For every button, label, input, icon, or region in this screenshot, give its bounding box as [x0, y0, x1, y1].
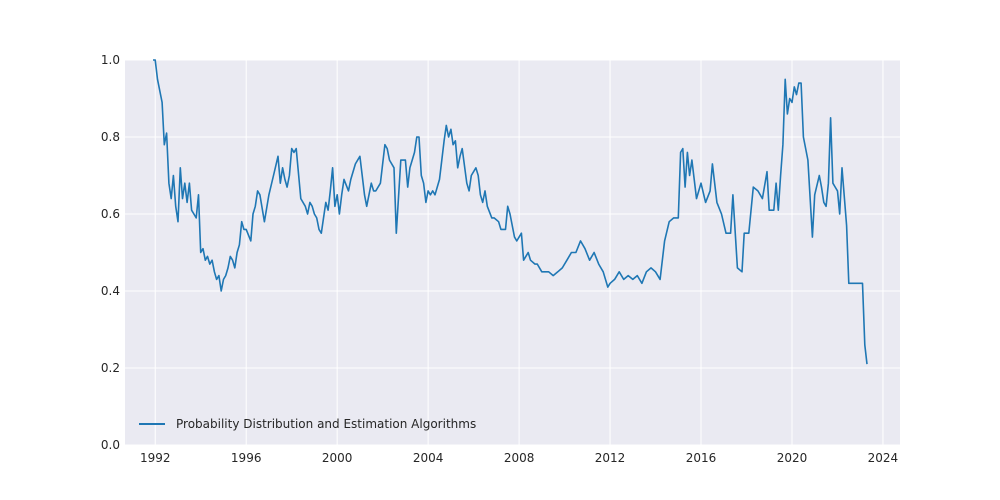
- series-lines: [153, 59, 868, 365]
- y-axis-ticks: 0.0 0.2 0.4 0.6 0.8 1.0: [101, 53, 120, 452]
- legend-label: Probability Distribution and Estimation …: [176, 417, 476, 431]
- x-tick-label: 2000: [322, 451, 353, 465]
- x-tick-label: 1992: [140, 451, 171, 465]
- series-line: [153, 59, 868, 365]
- x-tick-label: 1996: [231, 451, 262, 465]
- x-tick-label: 2008: [504, 451, 535, 465]
- x-tick-label: 2020: [777, 451, 808, 465]
- y-tick-label: 0.0: [101, 438, 120, 452]
- x-tick-label: 2024: [868, 451, 899, 465]
- x-tick-label: 2012: [595, 451, 626, 465]
- grid: [125, 59, 900, 446]
- x-tick-label: 2004: [413, 451, 444, 465]
- y-tick-label: 1.0: [101, 53, 120, 67]
- legend: Probability Distribution and Estimation …: [139, 417, 476, 431]
- y-tick-label: 0.8: [101, 130, 120, 144]
- y-tick-label: 0.2: [101, 361, 120, 375]
- plot-area: [125, 60, 900, 445]
- x-axis-ticks: 1992 1996 2000 2004 2008 2012 2016 2020 2024: [140, 451, 898, 465]
- x-tick-label: 2016: [686, 451, 717, 465]
- y-tick-label: 0.6: [101, 207, 120, 221]
- y-tick-label: 0.4: [101, 284, 120, 298]
